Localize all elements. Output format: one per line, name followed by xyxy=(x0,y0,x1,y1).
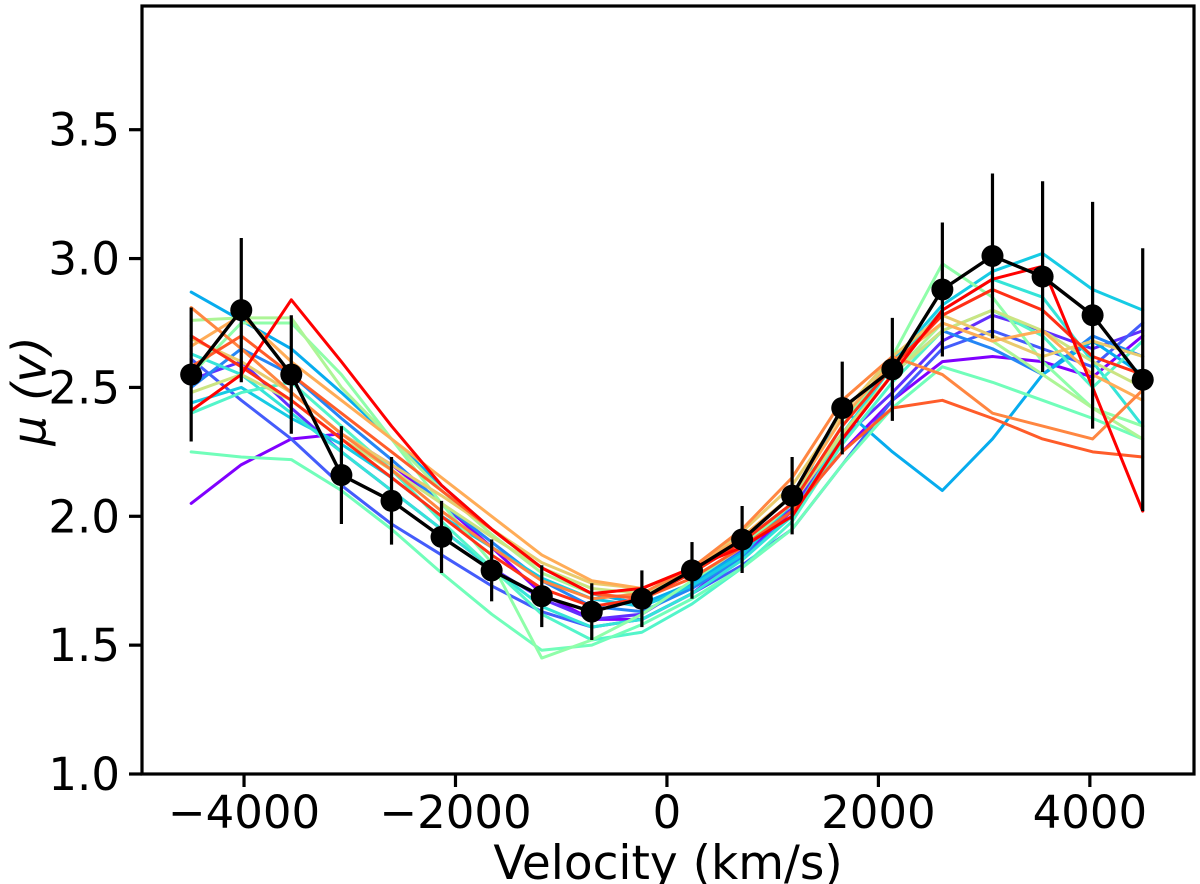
mean-point xyxy=(731,528,754,551)
model-sky-blue-line xyxy=(189,290,1145,606)
mean-point xyxy=(530,585,553,608)
x-tick-label: 0 xyxy=(653,786,682,839)
y-tick-label: 3.5 xyxy=(48,104,120,157)
y-tick-label: 2.0 xyxy=(48,490,120,543)
model-red-line xyxy=(189,264,1145,596)
mean-point xyxy=(180,363,203,386)
mean-point xyxy=(781,484,804,507)
model-pale-green-line xyxy=(189,316,1145,596)
model-orange-red-line xyxy=(189,287,1145,608)
mean-point xyxy=(1081,304,1104,327)
mean-point xyxy=(580,600,603,623)
x-tick-label: 4000 xyxy=(1033,786,1148,839)
mean-point xyxy=(430,525,453,548)
x-tick-label: 2000 xyxy=(821,786,936,839)
x-tick-label: −2000 xyxy=(379,786,531,839)
mean-point xyxy=(630,587,653,610)
model-dodger-blue-line xyxy=(189,329,1145,614)
mean-point xyxy=(280,363,303,386)
model-spring-green-line xyxy=(189,365,1145,652)
mean-point xyxy=(1131,368,1154,391)
mean-point xyxy=(681,559,704,582)
model-dark-orange-line xyxy=(189,334,1145,601)
mean-point xyxy=(831,397,854,420)
model-orange-line xyxy=(189,306,1145,601)
mean-point xyxy=(330,464,353,487)
model-mint-green-line xyxy=(189,262,1145,660)
y-tick-label: 3.0 xyxy=(48,233,120,286)
mean-point xyxy=(380,489,403,512)
mean-point xyxy=(981,244,1004,267)
mean-point xyxy=(881,358,904,381)
mean-point xyxy=(230,299,253,322)
y-axis-label: μ (v) xyxy=(2,336,58,446)
y-tick-label: 1.0 xyxy=(48,748,120,801)
mean-point xyxy=(480,559,503,582)
x-tick-label: −4000 xyxy=(168,786,320,839)
y-tick-label: 1.5 xyxy=(48,619,120,672)
y-tick-label: 2.5 xyxy=(48,361,120,414)
x-axis-label: Velocity (km/s) xyxy=(493,836,843,884)
mean-point xyxy=(1031,265,1054,288)
model-turquoise-line xyxy=(189,277,1145,629)
mean-point xyxy=(931,278,954,301)
